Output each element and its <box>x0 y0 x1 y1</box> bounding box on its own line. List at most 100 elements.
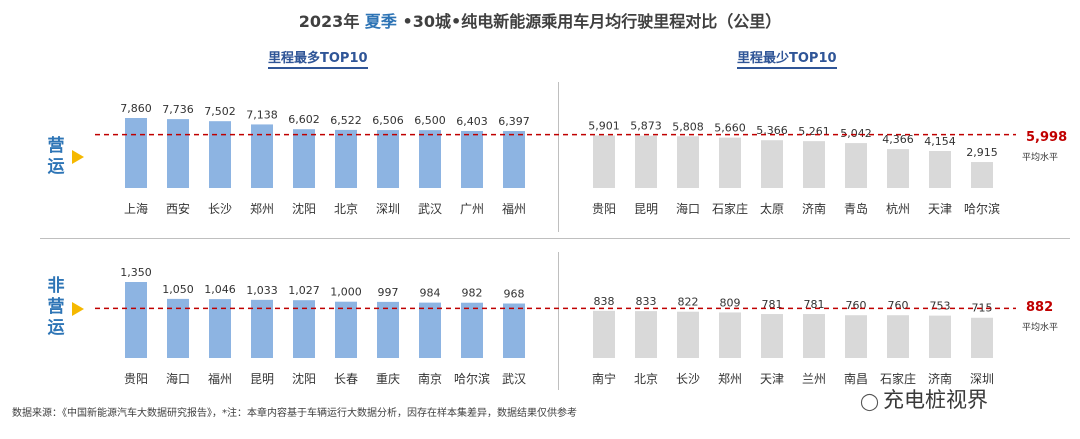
data-label: 997 <box>378 286 399 299</box>
avg-note-operating: 平均水平 <box>1022 153 1059 163</box>
data-label: 968 <box>504 288 525 301</box>
brand-watermark: ◯ 充电桩视界 <box>860 388 989 412</box>
data-label: 4,154 <box>924 135 956 148</box>
data-label: 1,000 <box>330 286 362 299</box>
category-label: 兰州 <box>802 372 826 386</box>
data-label: 1,027 <box>288 284 320 297</box>
subtitle-top10-least: 里程最少TOP10 <box>737 47 837 69</box>
data-label: 7,860 <box>120 102 152 115</box>
category-label: 南宁 <box>592 371 616 386</box>
bar <box>719 137 741 188</box>
bar <box>209 299 231 358</box>
data-label: 7,502 <box>204 105 236 118</box>
data-label: 822 <box>678 296 699 309</box>
row-label-nonoperating: 非 营 运 <box>47 276 65 338</box>
data-label: 5,873 <box>630 120 662 133</box>
bar <box>635 135 657 188</box>
divider-vertical-bottom <box>558 252 559 390</box>
bar <box>335 301 357 358</box>
data-label: 1,046 <box>204 283 236 296</box>
category-label: 南昌 <box>844 371 868 386</box>
chart-title: 2023年 夏季 •30城•纯电新能源乘用车月均行驶里程对比（公里） <box>298 12 782 31</box>
category-label: 济南 <box>802 201 826 216</box>
bar <box>503 303 525 358</box>
footer-source-note: 数据来源：《中国新能源汽车大数据研究报告》，*注：本章内容基于车辆运行大数据分析… <box>12 408 577 419</box>
category-label: 北京 <box>634 372 658 386</box>
category-label: 武汉 <box>502 372 526 386</box>
category-label: 福州 <box>208 371 232 386</box>
bar <box>461 302 483 358</box>
row-arrow-icon <box>72 302 84 316</box>
data-label: 2,915 <box>966 146 998 159</box>
category-label: 南京 <box>418 371 442 386</box>
data-label: 781 <box>762 298 783 311</box>
data-label: 982 <box>462 287 483 300</box>
data-label: 984 <box>420 287 441 300</box>
category-label: 郑州 <box>718 371 742 386</box>
bar <box>293 129 315 188</box>
bar <box>803 314 825 358</box>
bar <box>719 312 741 358</box>
category-label: 上海 <box>124 201 148 216</box>
category-label: 北京 <box>334 202 358 216</box>
bar <box>209 121 231 188</box>
data-label: 6,403 <box>456 115 488 128</box>
data-label: 760 <box>846 299 867 312</box>
bar <box>593 135 615 188</box>
category-label: 天津 <box>928 202 952 216</box>
data-label: 5,042 <box>840 127 872 140</box>
data-label: 7,736 <box>162 103 194 116</box>
bar <box>377 301 399 358</box>
category-label: 哈尔滨 <box>964 201 1000 216</box>
category-label: 武汉 <box>418 202 442 216</box>
category-label: 海口 <box>166 371 190 386</box>
data-label: 1,033 <box>246 284 278 297</box>
bar <box>335 129 357 188</box>
bar <box>503 131 525 188</box>
category-label: 深圳 <box>376 202 400 216</box>
bar <box>419 302 441 358</box>
data-label: 6,397 <box>498 115 530 128</box>
bar <box>293 300 315 358</box>
data-label: 5,660 <box>714 122 746 135</box>
bar <box>761 140 783 188</box>
category-label: 福州 <box>502 201 526 216</box>
bar <box>461 130 483 188</box>
category-label: 长春 <box>334 372 358 386</box>
bar <box>845 143 867 188</box>
bar <box>929 315 951 358</box>
bar <box>845 315 867 358</box>
category-label: 长沙 <box>676 372 700 386</box>
row-arrow-icon <box>72 150 84 164</box>
bar <box>635 311 657 358</box>
category-label: 贵阳 <box>124 372 148 386</box>
bar <box>887 315 909 358</box>
category-label: 长沙 <box>208 202 232 216</box>
data-label: 5,261 <box>798 125 830 138</box>
data-label: 5,901 <box>588 119 620 132</box>
bar <box>803 141 825 188</box>
data-label: 4,366 <box>882 133 914 146</box>
data-label: 7,138 <box>246 108 278 121</box>
data-label: 6,500 <box>414 114 446 127</box>
category-label: 重庆 <box>376 372 400 386</box>
bar <box>377 130 399 188</box>
avg-note-nonoperating: 平均水平 <box>1022 323 1059 333</box>
bar <box>251 299 273 358</box>
avg-value-nonoperating: 882 <box>1026 300 1054 315</box>
data-label: 760 <box>888 299 909 312</box>
bar <box>929 151 951 188</box>
bar <box>677 311 699 358</box>
data-label: 753 <box>930 300 951 313</box>
category-label: 石家庄 <box>880 371 916 386</box>
category-label: 昆明 <box>634 202 658 216</box>
category-label: 天津 <box>760 372 784 386</box>
category-label: 杭州 <box>886 201 910 216</box>
avg-value-operating: 5,998 <box>1026 130 1068 145</box>
data-label: 838 <box>594 295 615 308</box>
data-label: 6,522 <box>330 114 362 127</box>
category-label: 青岛 <box>844 201 868 216</box>
data-label: 6,602 <box>288 113 320 126</box>
bar <box>593 310 615 358</box>
row-label-operating: 营 运 <box>47 136 65 177</box>
